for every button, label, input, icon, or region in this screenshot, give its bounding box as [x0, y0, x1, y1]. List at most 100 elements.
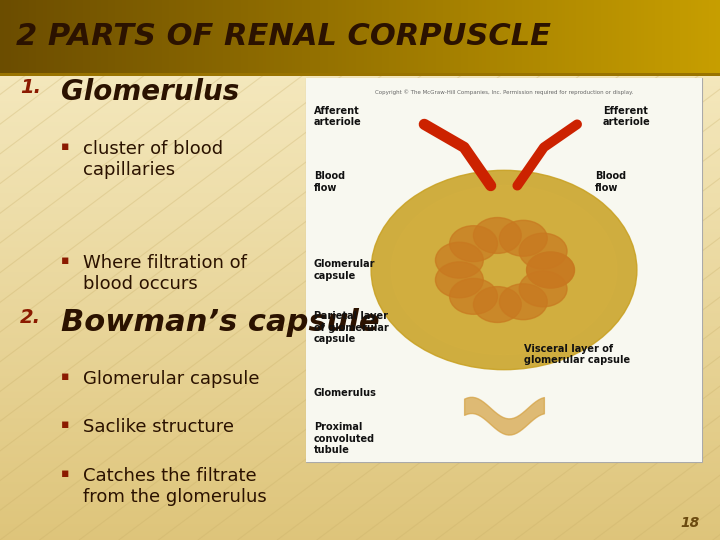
Text: Efferent
arteriole: Efferent arteriole: [603, 106, 651, 127]
Bar: [0, 427, 720, 428]
Bar: [0, 65, 720, 66]
Bar: [652, 0, 655, 73]
Bar: [0, 97, 720, 99]
Bar: [421, 0, 425, 73]
Bar: [0, 277, 720, 279]
Bar: [594, 0, 598, 73]
Bar: [0, 191, 720, 193]
Text: ▪: ▪: [61, 467, 70, 480]
Bar: [680, 0, 684, 73]
Bar: [0, 390, 720, 393]
Bar: [0, 423, 720, 425]
Bar: [184, 0, 187, 73]
Bar: [713, 0, 716, 73]
Bar: [0, 281, 720, 282]
Bar: [313, 0, 317, 73]
Bar: [0, 115, 720, 117]
Bar: [0, 128, 720, 130]
Bar: [0, 441, 720, 443]
Bar: [464, 0, 468, 73]
Bar: [655, 0, 659, 73]
Bar: [392, 0, 396, 73]
Bar: [0, 520, 720, 522]
Bar: [18, 0, 22, 73]
Bar: [0, 120, 720, 123]
Text: Blood
flow: Blood flow: [314, 171, 345, 193]
Bar: [374, 0, 378, 73]
Bar: [0, 324, 720, 326]
Bar: [0, 506, 720, 508]
Bar: [306, 0, 310, 73]
Bar: [479, 0, 482, 73]
Bar: [11, 0, 14, 73]
Bar: [306, 78, 702, 462]
Bar: [0, 160, 720, 162]
Bar: [572, 0, 576, 73]
Bar: [0, 4, 720, 5]
Bar: [0, 133, 720, 135]
Bar: [360, 0, 364, 73]
Bar: [0, 470, 720, 471]
Bar: [148, 0, 151, 73]
Bar: [0, 328, 720, 329]
Bar: [457, 0, 461, 73]
Bar: [0, 335, 720, 336]
Bar: [104, 0, 108, 73]
Bar: [0, 313, 720, 315]
Bar: [0, 239, 720, 241]
Bar: [626, 0, 630, 73]
Bar: [0, 241, 720, 243]
Bar: [0, 347, 720, 349]
Bar: [0, 495, 720, 497]
Bar: [630, 0, 634, 73]
Bar: [688, 0, 691, 73]
Bar: [40, 0, 43, 73]
Circle shape: [519, 233, 567, 269]
Text: 2 PARTS OF RENAL CORPUSCLE: 2 PARTS OF RENAL CORPUSCLE: [16, 22, 551, 51]
Bar: [191, 0, 194, 73]
Bar: [223, 0, 227, 73]
Text: ▪: ▪: [61, 254, 70, 267]
Bar: [0, 302, 720, 304]
Bar: [0, 344, 720, 346]
Text: Proximal
convoluted
tubule: Proximal convoluted tubule: [314, 422, 375, 455]
Bar: [0, 56, 720, 58]
Bar: [0, 38, 720, 39]
Bar: [0, 428, 720, 430]
Bar: [0, 266, 720, 268]
Bar: [0, 315, 720, 317]
Bar: [0, 106, 720, 108]
Bar: [256, 0, 259, 73]
Bar: [0, 157, 720, 158]
Bar: [0, 167, 720, 169]
Bar: [274, 0, 277, 73]
Bar: [0, 221, 720, 223]
Bar: [58, 0, 61, 73]
Circle shape: [449, 279, 498, 314]
Bar: [25, 0, 29, 73]
Bar: [0, 498, 720, 501]
Text: Bowman’s capsule: Bowman’s capsule: [61, 308, 379, 337]
Bar: [0, 466, 720, 468]
Bar: [371, 0, 374, 73]
Bar: [0, 72, 720, 74]
Bar: [0, 481, 720, 482]
Bar: [0, 153, 720, 155]
Bar: [0, 353, 720, 355]
Bar: [0, 113, 720, 115]
Bar: [0, 187, 720, 189]
Bar: [0, 177, 720, 178]
Bar: [0, 444, 720, 447]
Bar: [0, 58, 720, 59]
Bar: [0, 383, 720, 385]
Bar: [0, 43, 720, 45]
Bar: [0, 70, 720, 72]
Bar: [0, 474, 720, 475]
Bar: [0, 254, 720, 255]
Bar: [0, 301, 720, 302]
Bar: [0, 270, 720, 272]
Bar: [317, 0, 320, 73]
Bar: [0, 81, 720, 83]
Bar: [29, 0, 32, 73]
Bar: [659, 0, 662, 73]
